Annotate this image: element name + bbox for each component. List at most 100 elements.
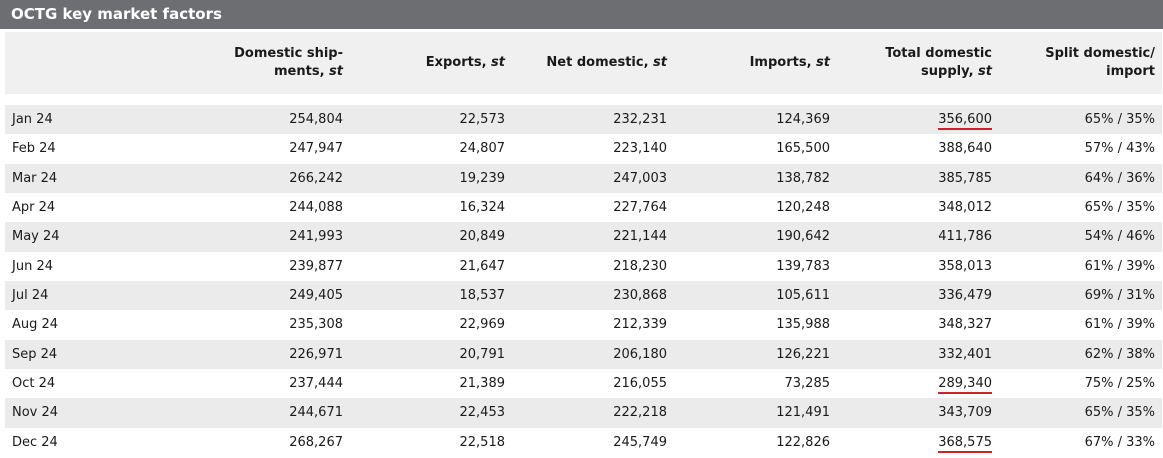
header-net-domestic: Net domestic, st xyxy=(505,32,667,94)
header-imports-unit: st xyxy=(816,55,830,70)
cell-total-domestic-supply: 411,786 xyxy=(938,229,992,245)
cell-exports: 22,518 xyxy=(459,434,506,450)
cell-exports: 24,807 xyxy=(459,141,506,157)
table-row: Jan 24 254,804 22,573 232,231 124,369 356,600… xyxy=(5,105,1162,135)
cell-net-domestic: 245,749 xyxy=(613,434,667,450)
header-imports: Imports, st xyxy=(667,32,830,94)
cell-split: 65% / 35% xyxy=(1084,199,1155,215)
cell-imports: 120,248 xyxy=(776,199,830,215)
cell-domestic-shipments: 266,242 xyxy=(289,170,343,186)
cell-split: 65% / 35% xyxy=(1084,405,1155,421)
cell-month: Oct 24 xyxy=(12,375,56,391)
cell-domestic-shipments: 244,671 xyxy=(289,405,343,421)
cell-domestic-shipments: 239,877 xyxy=(289,258,343,274)
cell-imports: 124,369 xyxy=(776,112,830,127)
cell-month: Feb 24 xyxy=(12,141,56,157)
table-row: Mar 24 266,242 19,239 247,003 138,782 385,785… xyxy=(5,163,1162,193)
cell-month: May 24 xyxy=(12,229,60,245)
cell-net-domestic: 222,218 xyxy=(613,405,667,421)
highlighted-value: 356,600 xyxy=(938,112,992,130)
header-imports-label: Imports, xyxy=(749,55,817,70)
cell-exports: 22,573 xyxy=(459,112,506,127)
highlighted-value: 368,575 xyxy=(938,434,992,453)
cell-domestic-shipments: 235,308 xyxy=(289,317,343,333)
cell-exports: 18,537 xyxy=(459,287,506,303)
cell-split: 69% / 31% xyxy=(1084,287,1155,303)
header-split-line2: import xyxy=(1106,64,1155,79)
highlighted-value: 289,340 xyxy=(938,375,992,394)
cell-exports: 20,791 xyxy=(459,346,506,362)
cell-month: Jul 24 xyxy=(12,287,49,303)
cell-total-domestic-supply: 385,785 xyxy=(938,170,992,186)
table-row: May 24 241,993 20,849 221,144 190,642 411,786… xyxy=(5,222,1162,252)
cell-split: 57% / 43% xyxy=(1084,141,1155,157)
cell-net-domestic: 227,764 xyxy=(613,199,667,215)
header-net-domestic-label: Net domestic, xyxy=(546,55,654,70)
cell-split: 64% / 36% xyxy=(1084,170,1155,186)
cell-domestic-shipments: 249,405 xyxy=(289,287,343,303)
cell-imports: 139,783 xyxy=(776,258,830,274)
cell-net-domestic: 216,055 xyxy=(613,375,667,391)
header-total-supply-line1: Total domestic xyxy=(885,46,992,61)
cell-imports: 135,988 xyxy=(776,317,830,333)
cell-total-domestic-supply: 348,012 xyxy=(938,199,992,215)
cell-exports: 20,849 xyxy=(459,229,506,245)
cell-imports: 122,826 xyxy=(776,434,830,450)
cell-total-domestic-supply: 368,575 xyxy=(938,428,992,457)
cell-imports: 105,611 xyxy=(776,287,830,303)
table-row: Aug 24 235,308 22,969 212,339 135,988 348,327… xyxy=(5,310,1162,339)
cell-net-domestic: 247,003 xyxy=(613,170,667,186)
table-row: Sep 24 226,971 20,791 206,180 126,221 332,401… xyxy=(5,339,1162,369)
cell-split: 65% / 35% xyxy=(1084,112,1155,127)
cell-exports: 21,647 xyxy=(459,258,506,274)
header-domestic-shipments: Domestic ship- ments, st xyxy=(5,32,343,94)
cell-net-domestic: 212,339 xyxy=(613,317,667,333)
cell-imports: 190,642 xyxy=(776,229,830,245)
cell-domestic-shipments: 237,444 xyxy=(289,375,343,391)
cell-total-domestic-supply: 336,479 xyxy=(938,287,992,303)
header-exports-unit: st xyxy=(491,55,505,70)
cell-month: Jun 24 xyxy=(12,258,53,274)
table-row: Jun 24 239,877 21,647 218,230 139,783 358,013… xyxy=(5,252,1162,281)
cell-total-domestic-supply: 388,640 xyxy=(938,141,992,157)
header-domestic-shipments-line1: Domestic ship- xyxy=(234,46,343,61)
header-exports-label: Exports, xyxy=(425,55,492,70)
cell-month: Aug 24 xyxy=(12,317,59,333)
header-split-line1: Split domestic/ xyxy=(1045,46,1155,61)
table-row: Jul 24 249,405 18,537 230,868 105,611 336,479… xyxy=(5,280,1162,311)
header-domestic-shipments-unit: st xyxy=(329,64,343,79)
cell-imports: 165,500 xyxy=(776,141,830,157)
cell-net-domestic: 218,230 xyxy=(613,258,667,274)
cell-imports: 121,491 xyxy=(776,405,830,421)
cell-imports: 126,221 xyxy=(776,346,830,362)
cell-total-domestic-supply: 358,013 xyxy=(938,258,992,274)
cell-split: 75% / 25% xyxy=(1084,375,1155,391)
cell-net-domestic: 221,144 xyxy=(613,229,667,245)
header-domestic-shipments-line2: ments, xyxy=(274,64,330,79)
cell-imports: 138,782 xyxy=(776,170,830,186)
cell-total-domestic-supply: 343,709 xyxy=(938,405,992,421)
table-header: Domestic ship- ments, st Exports, st Net… xyxy=(5,32,1162,94)
table-title: OCTG key market factors xyxy=(0,0,1163,29)
cell-net-domestic: 232,231 xyxy=(613,112,667,127)
cell-exports: 16,324 xyxy=(459,199,506,215)
table-row: Oct 24 237,444 21,389 216,055 73,285 289,340 7… xyxy=(5,369,1162,398)
cell-net-domestic: 223,140 xyxy=(613,141,667,157)
cell-exports: 21,389 xyxy=(459,375,506,391)
cell-total-domestic-supply: 332,401 xyxy=(938,346,992,362)
cell-month: Jan 24 xyxy=(12,112,53,127)
cell-split: 67% / 33% xyxy=(1084,434,1155,450)
cell-imports: 73,285 xyxy=(784,375,831,391)
cell-split: 61% / 39% xyxy=(1084,317,1155,333)
cell-domestic-shipments: 268,267 xyxy=(289,434,343,450)
table-row: Dec 24 268,267 22,518 245,749 122,826 368,575… xyxy=(5,428,1162,457)
table-row: Apr 24 244,088 16,324 227,764 120,248 348,012… xyxy=(5,193,1162,222)
header-net-domestic-unit: st xyxy=(653,55,667,70)
cell-domestic-shipments: 254,804 xyxy=(289,112,343,127)
cell-exports: 19,239 xyxy=(459,170,506,186)
cell-split: 62% / 38% xyxy=(1084,346,1155,362)
header-total-domestic-supply: Total domestic supply, st xyxy=(830,32,992,94)
cell-total-domestic-supply: 289,340 xyxy=(938,369,992,398)
cell-exports: 22,453 xyxy=(459,405,506,421)
cell-split: 54% / 46% xyxy=(1084,229,1155,245)
